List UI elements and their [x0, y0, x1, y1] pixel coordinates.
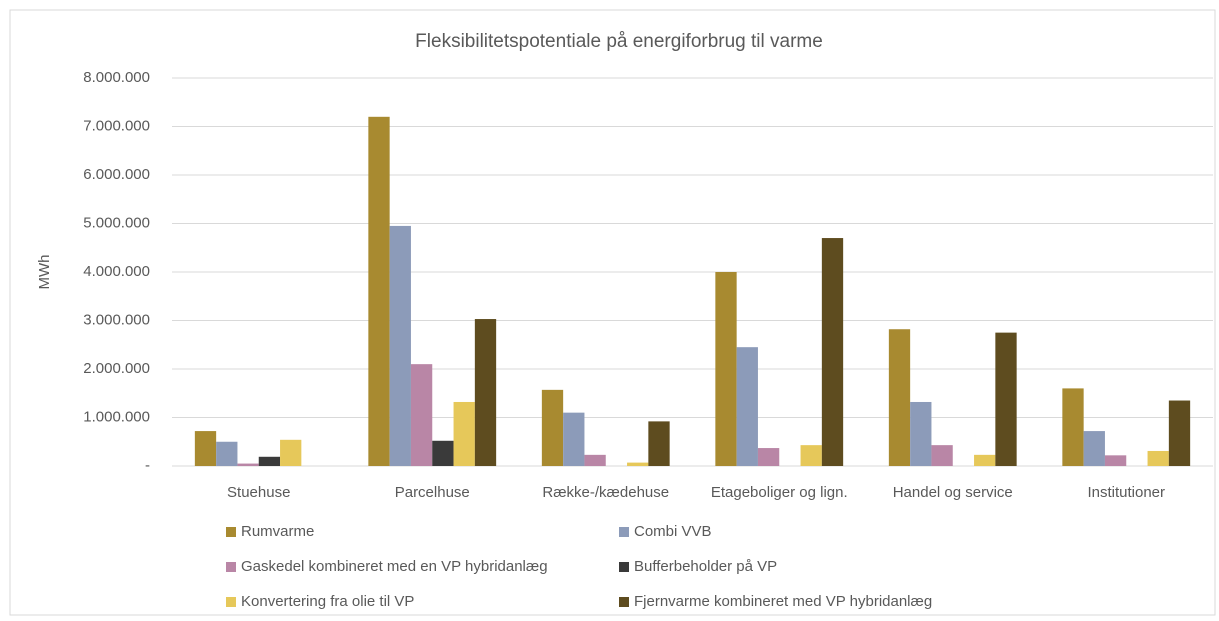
- bar: [237, 463, 259, 466]
- legend-label: Fjernvarme kombineret med VP hybridanlæg: [634, 593, 932, 610]
- x-tick-label: Stuehuse: [227, 484, 290, 501]
- y-axis-label: MWh: [36, 255, 53, 290]
- bar: [474, 319, 497, 466]
- y-tick-label: 1.000.000: [83, 408, 150, 425]
- legend-swatch: [226, 527, 236, 537]
- y-tick-label: -: [145, 457, 150, 474]
- legend-label: Konvertering fra olie til VP: [241, 593, 414, 610]
- legend-swatch: [226, 597, 236, 607]
- bar: [541, 389, 564, 466]
- legend-swatch: [226, 562, 236, 572]
- bar: [1147, 450, 1169, 466]
- bar: [194, 431, 217, 466]
- bar: [584, 454, 606, 466]
- bar: [974, 454, 996, 466]
- legend-label: Rumvarme: [241, 523, 314, 540]
- bar: [800, 445, 822, 466]
- bar: [757, 448, 780, 466]
- bar: [432, 440, 454, 466]
- y-tick-label: 5.000.000: [83, 214, 150, 231]
- bar: [1062, 388, 1084, 466]
- bar: [258, 456, 281, 466]
- bar: [368, 116, 390, 467]
- bar: [216, 441, 238, 466]
- bar: [453, 401, 475, 466]
- x-tick-label: Institutioner: [1087, 484, 1165, 501]
- x-tick-label: Parcelhuse: [395, 484, 470, 501]
- legend-swatch: [619, 527, 629, 537]
- bar: [821, 238, 844, 466]
- bar: [1168, 400, 1191, 466]
- legend-label: Combi VVB: [634, 523, 712, 540]
- legend-swatch: [619, 597, 629, 607]
- bar: [715, 272, 737, 466]
- x-tick-label: Handel og service: [893, 484, 1013, 501]
- bar: [1104, 455, 1127, 466]
- bar: [563, 412, 585, 466]
- y-tick-label: 7.000.000: [83, 117, 150, 134]
- legend-label: Gaskedel kombineret med en VP hybridanlæ…: [241, 558, 548, 575]
- bar: [736, 347, 758, 466]
- bar: [648, 421, 670, 466]
- bar: [931, 445, 953, 466]
- chart-border: [9, 9, 1216, 616]
- bar: [389, 225, 411, 466]
- bar: [410, 364, 433, 466]
- y-tick-label: 4.000.000: [83, 263, 150, 280]
- y-tick-label: 6.000.000: [83, 166, 150, 183]
- legend-swatch: [619, 562, 629, 572]
- chart-title: Fleksibilitetspotentiale på energiforbru…: [415, 31, 823, 52]
- y-tick-label: 8.000.000: [83, 69, 150, 86]
- bar: [627, 462, 649, 466]
- bar: [1083, 431, 1105, 466]
- y-tick-label: 3.000.000: [83, 311, 150, 328]
- legend-label: Bufferbeholder på VP: [634, 558, 777, 575]
- bar: [888, 329, 911, 466]
- x-tick-label: Række-/kædehuse: [542, 484, 669, 501]
- x-tick-label: Etageboliger og lign.: [711, 484, 848, 501]
- bar: [280, 439, 302, 466]
- bar: [995, 332, 1017, 466]
- bar: [910, 401, 932, 466]
- y-tick-label: 2.000.000: [83, 360, 150, 377]
